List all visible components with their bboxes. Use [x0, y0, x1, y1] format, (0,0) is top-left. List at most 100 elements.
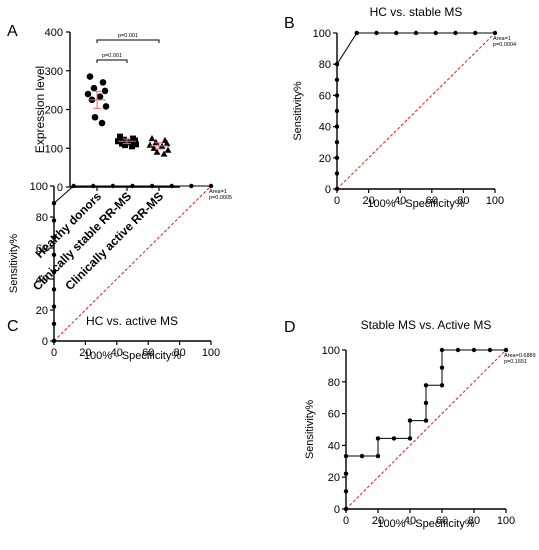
data-point [90, 84, 98, 92]
x-axis-label: 100% - Specificity% [367, 198, 464, 210]
x-tick-label: 0 [334, 195, 340, 207]
x-tick-label: 0 [51, 347, 57, 359]
annotation-text: Area=1 [209, 189, 227, 195]
roc-point [51, 287, 57, 292]
y-tick-label: 20 [328, 472, 340, 484]
roc-point [391, 436, 397, 441]
annotation-text: Area=0.6889 [504, 353, 536, 359]
data-point [153, 148, 161, 155]
data-point [148, 134, 156, 142]
y-tick-label: 20 [36, 305, 48, 317]
roc-point [423, 383, 429, 388]
panel-letter: B [284, 15, 295, 32]
data-point [84, 90, 92, 98]
roc-point [71, 183, 76, 189]
x-axis-label: 100% - Specificity% [84, 350, 181, 362]
y-tick-label: 60 [319, 90, 331, 102]
roc-point [375, 453, 381, 459]
x-tick-label: 20 [362, 195, 374, 207]
roc-point [110, 183, 116, 189]
y-axis-label: Sensitivity% [304, 400, 316, 460]
x-tick-label: 40 [394, 195, 406, 207]
roc-point [334, 140, 340, 145]
roc-point [359, 453, 365, 459]
roc-point [334, 171, 340, 176]
roc-point [455, 347, 461, 353]
chart-title: HC vs. active MS [86, 314, 178, 328]
x-tick-label: 40 [404, 515, 416, 527]
data-point [133, 141, 139, 148]
roc-point [189, 183, 194, 189]
roc-point [394, 30, 399, 36]
annotation-text: p=0.1651 [504, 359, 527, 365]
y-tick-label: 400 [45, 27, 63, 39]
y-axis-label: Expression level [33, 66, 47, 153]
panel-b: B HC vs. stable MS 00 20 20 40 40 60 60 80 80 100 10… [284, 5, 516, 210]
panel-letter: A [7, 23, 18, 40]
x-tick-label: 20 [79, 347, 91, 359]
chart-title: HC vs. stable MS [370, 5, 463, 19]
roc-point [374, 30, 379, 36]
roc-point [433, 30, 438, 36]
roc-point [492, 30, 498, 36]
roc-point [334, 186, 340, 192]
y-tick-label: 300 [45, 66, 63, 78]
roc-point [51, 338, 57, 344]
data-point [121, 136, 127, 143]
roc-point [130, 183, 135, 189]
data-point [164, 146, 172, 153]
data-point [132, 137, 138, 144]
y-tick-label: 100 [313, 28, 331, 40]
y-tick-label: 60 [328, 409, 340, 421]
roc-point [423, 400, 429, 406]
y-tick-label: 0 [42, 336, 48, 348]
chart-title: Stable MS vs. Active MS [361, 318, 492, 332]
roc-point [471, 347, 477, 353]
roc-point [423, 418, 429, 423]
x-tick-label: 40 [111, 347, 123, 359]
roc-point [334, 124, 340, 129]
data-point [163, 140, 171, 147]
significance-label: p=0.001 [118, 33, 138, 39]
roc-point [334, 108, 340, 114]
annotation-text: p=0.0004 [493, 42, 516, 48]
roc-point [149, 183, 155, 189]
data-point [101, 87, 109, 95]
roc-point [51, 321, 57, 326]
data-point [117, 133, 123, 140]
x-tick-label: 0 [343, 515, 349, 527]
data-point [152, 138, 160, 146]
roc-point [343, 471, 349, 476]
roc-point [407, 436, 413, 441]
panel-d: D Stable MS vs. Active MS 00 20 20 40 40 60 60 80… [284, 318, 536, 530]
roc-point [51, 252, 57, 258]
roc-point [51, 304, 57, 309]
y-tick-label: 0 [334, 504, 340, 516]
roc-point [487, 347, 493, 353]
roc-point [503, 347, 509, 353]
roc-point [51, 218, 57, 223]
panel-letter: D [284, 319, 296, 336]
x-tick-label: 80 [457, 195, 469, 207]
reference-diagonal [53, 185, 212, 342]
roc-point [51, 235, 57, 240]
reference-diagonal [336, 32, 496, 190]
significance-bracket [96, 39, 160, 43]
roc-point [169, 183, 174, 189]
roc-point [343, 506, 349, 512]
y-tick-label: 20 [319, 153, 331, 165]
roc-point [334, 93, 340, 98]
x-tick-label: 80 [173, 347, 185, 359]
x-tick-label: 80 [468, 515, 480, 527]
roc-point [334, 155, 340, 160]
y-tick-label: 80 [36, 212, 48, 224]
y-tick-label: 100 [45, 143, 63, 155]
data-point [102, 103, 110, 110]
roc-point [413, 30, 419, 36]
roc-point [354, 30, 359, 36]
data-point [86, 73, 94, 80]
y-tick-label: 100 [30, 181, 48, 193]
x-tick-label: 100 [202, 347, 220, 359]
